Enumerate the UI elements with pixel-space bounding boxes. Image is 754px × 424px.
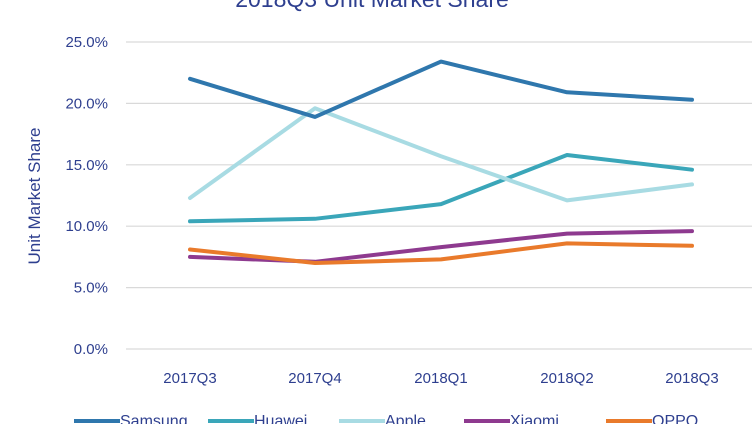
legend-label-huawei: Huawei — [254, 413, 307, 424]
legend-label-xiaomi: Xiaomi — [510, 413, 559, 424]
x-tick-label: 2018Q2 — [540, 370, 593, 387]
legend-label-oppo: OPPO — [652, 413, 698, 424]
x-tick-label: 2018Q3 — [665, 370, 718, 387]
y-tick-label: 20.0% — [65, 95, 108, 112]
y-tick-label: 15.0% — [65, 157, 108, 174]
series-line-huawei — [188, 153, 694, 224]
series-lines — [188, 59, 694, 265]
series-line-apple — [188, 106, 694, 203]
legend: Samsung Huawei Apple Xiaomi OPPO — [74, 413, 698, 424]
y-tick-label: 10.0% — [65, 218, 108, 235]
y-tick-label: 25.0% — [65, 34, 108, 51]
y-tick-labels: 0.0% 5.0% 10.0% 15.0% 20.0% 25.0% — [65, 34, 108, 358]
x-tick-label: 2017Q4 — [288, 370, 341, 387]
y-axis-label: Unit Market Share — [25, 128, 44, 265]
series-line-oppo — [188, 241, 694, 265]
series-line-samsung — [188, 59, 694, 119]
x-tick-label: 2017Q3 — [163, 370, 216, 387]
legend-label-samsung: Samsung — [120, 413, 188, 424]
x-tick-labels: 2017Q3 2017Q4 2018Q1 2018Q2 2018Q3 — [163, 370, 718, 387]
legend-label-apple: Apple — [385, 413, 426, 424]
y-tick-label: 5.0% — [74, 280, 108, 297]
x-tick-label: 2018Q1 — [414, 370, 467, 387]
chart-title: 2018Q3 Unit Market Share — [235, 0, 509, 12]
y-tick-label: 0.0% — [74, 341, 108, 358]
gridlines — [126, 41, 752, 350]
